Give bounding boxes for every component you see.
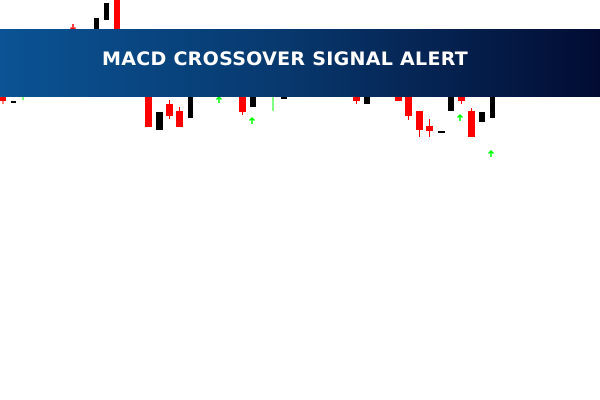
bullish-candle — [11, 101, 16, 103]
bullish-candle — [364, 97, 370, 104]
arrow-up-icon — [487, 149, 495, 157]
bearish-candle — [0, 97, 6, 101]
banner-title: MACD CROSSOVER SIGNAL ALERT — [102, 48, 469, 70]
bearish-candle — [468, 111, 475, 137]
bullish-candle — [479, 112, 485, 122]
arrow-up-icon — [215, 95, 223, 103]
bearish-candle — [426, 126, 433, 131]
bullish-candle — [281, 97, 287, 99]
arrow-up-icon — [456, 113, 464, 121]
bearish-candle — [353, 97, 360, 101]
bearish-candle — [145, 97, 152, 127]
bearish-candle — [239, 97, 246, 112]
bearish-candle — [416, 111, 423, 130]
bearish-candle — [176, 111, 183, 127]
bearish-candle — [395, 97, 402, 101]
bullish-candle — [188, 97, 193, 118]
bearish-candle — [458, 97, 465, 101]
bearish-candle — [166, 104, 173, 116]
bullish-candle — [156, 112, 163, 130]
arrow-up-icon — [248, 116, 256, 124]
bullish-candle — [94, 18, 99, 29]
bearish-candle — [405, 97, 412, 116]
bullish-candle — [104, 3, 109, 20]
title-banner: MACD CROSSOVER SIGNAL ALERT — [0, 29, 600, 97]
bullish-candle — [448, 97, 454, 111]
bullish-candle — [438, 131, 445, 133]
bearish-candle — [114, 0, 120, 29]
bullish-candle — [250, 97, 256, 107]
bullish-candle — [490, 97, 495, 118]
